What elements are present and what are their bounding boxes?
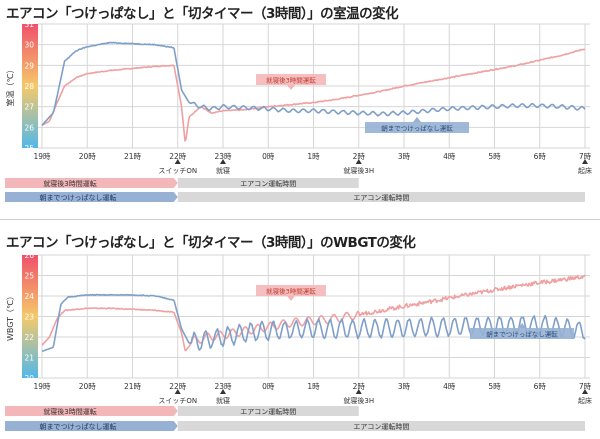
y-axis-label: 室温（℃） [5, 66, 15, 107]
event-label: 起床 [578, 396, 592, 405]
annotation-pointer [287, 296, 295, 301]
always-operation-label: エアコン運転時間 [353, 422, 409, 431]
event-label: 就寝後3H [343, 166, 374, 175]
x-tick-label: 20時 [79, 382, 97, 391]
x-tick-label: 5時 [488, 152, 501, 161]
y-tick-label: 31 [24, 20, 34, 29]
x-tick-label: 2時 [353, 152, 366, 161]
y-tick-label: 26 [24, 123, 34, 132]
event-label: スイッチON [158, 397, 197, 405]
x-tick-label: 23時 [214, 152, 232, 161]
x-tick-label: 19時 [33, 382, 51, 391]
always-row-label-bar [5, 421, 178, 431]
y-tick-label: 22 [24, 333, 34, 342]
annotation-pointer [287, 85, 295, 90]
always-row-label-bar [5, 192, 178, 202]
annotation-pointer [518, 323, 526, 328]
series-line-timer [41, 274, 586, 352]
event-label: 就寝 [216, 396, 230, 405]
x-tick-label: 3時 [398, 382, 411, 391]
x-tick-label: 3時 [398, 152, 411, 161]
section-divider [0, 219, 600, 220]
always-row-label: 朝までつけっぱなし運転 [40, 422, 117, 431]
y-tick-label: 28 [24, 82, 34, 91]
annotation-box [256, 285, 326, 296]
timer-operation-label: エアコン運転時間 [240, 407, 296, 416]
x-tick-label: 21時 [124, 152, 142, 161]
annotation-label: 朝までつけっぱなし運転 [486, 330, 558, 339]
x-tick-label: 6時 [534, 152, 547, 161]
annotation-label: 就寝後3時間運転 [266, 287, 316, 296]
annotation-pointer [413, 117, 421, 122]
y-tick-label: 24 [24, 292, 34, 301]
event-label: 就寝後3H [343, 396, 374, 405]
y-tick-label: 26 [24, 251, 34, 260]
chart-title-wbgt: エアコン「つけっぱなし」と「切タイマー（3時間）」のWBGTの変化 [6, 235, 416, 251]
x-tick-label: 4時 [443, 152, 456, 161]
x-tick-label: 7時 [579, 382, 592, 391]
x-tick-label: 1時 [307, 152, 320, 161]
y-axis-color-band [22, 255, 38, 378]
timer-operation-bar [177, 178, 359, 188]
x-tick-label: 2時 [353, 382, 366, 391]
always-operation-bar [177, 421, 585, 431]
timer-row-label-bar [5, 406, 178, 416]
y-tick-label: 20 [24, 374, 34, 383]
event-marker [582, 389, 588, 394]
x-tick-label: 22時 [169, 152, 187, 161]
series-line-always [41, 41, 586, 126]
x-tick-label: 5時 [488, 382, 501, 391]
timer-row-label: 就寝後3時間運転 [43, 179, 96, 188]
event-marker [355, 159, 362, 164]
timer-operation-label: エアコン運転時間 [240, 179, 296, 188]
always-operation-label: エアコン運転時間 [353, 193, 409, 202]
y-tick-label: 25 [24, 144, 34, 153]
timer-operation-bar [177, 406, 359, 416]
event-marker [220, 389, 226, 394]
annotation-box [470, 328, 574, 339]
timer-row-label: 就寝後3時間運転 [43, 407, 96, 416]
x-tick-label: 23時 [214, 382, 232, 391]
event-label: 起床 [578, 166, 592, 175]
event-label: スイッチON [158, 167, 197, 175]
x-tick-label: 19時 [33, 152, 51, 161]
always-row-label: 朝までつけっぱなし運転 [40, 193, 117, 202]
y-tick-label: 25 [24, 272, 34, 281]
x-tick-label: 6時 [534, 382, 547, 391]
y-tick-label: 27 [24, 103, 34, 112]
room-temp-chart: 25 26 27 28 29 30 31 19時 20時 21時 22時 23時 0時 1時 2時 3時 4時 5… [5, 20, 592, 202]
y-tick-label: 23 [24, 313, 34, 322]
x-tick-label: 4時 [443, 382, 456, 391]
x-tick-label: 1時 [307, 382, 320, 391]
y-tick-label: 30 [24, 41, 34, 50]
x-tick-label: 22時 [169, 382, 187, 391]
annotation-label: 就寝後3時間運転 [266, 76, 316, 85]
annotation-box [365, 122, 469, 133]
timer-row-label-bar [5, 178, 178, 188]
event-marker [174, 389, 181, 394]
always-operation-bar [177, 192, 585, 202]
event-marker [220, 159, 226, 164]
event-marker [582, 159, 588, 164]
event-marker [355, 389, 362, 394]
y-axis-label: WBGT（℃） [6, 292, 15, 341]
series-line-timer [41, 48, 586, 142]
x-tick-label: 0時 [262, 152, 275, 161]
event-marker [174, 159, 181, 164]
y-tick-label: 21 [24, 354, 34, 363]
x-tick-label: 7時 [579, 152, 592, 161]
x-tick-label: 0時 [262, 382, 275, 391]
annotation-label: 朝までつけっぱなし運転 [381, 124, 453, 133]
x-tick-label: 21時 [124, 382, 142, 391]
y-tick-label: 29 [24, 61, 34, 70]
annotation-box [256, 74, 326, 85]
x-tick-label: 20時 [79, 152, 97, 161]
y-axis-color-band [22, 24, 38, 148]
event-label: 就寝 [216, 166, 230, 175]
chart-title-room-temp: エアコン「つけっぱなし」と「切タイマー（3時間）」の室温の変化 [6, 6, 399, 22]
